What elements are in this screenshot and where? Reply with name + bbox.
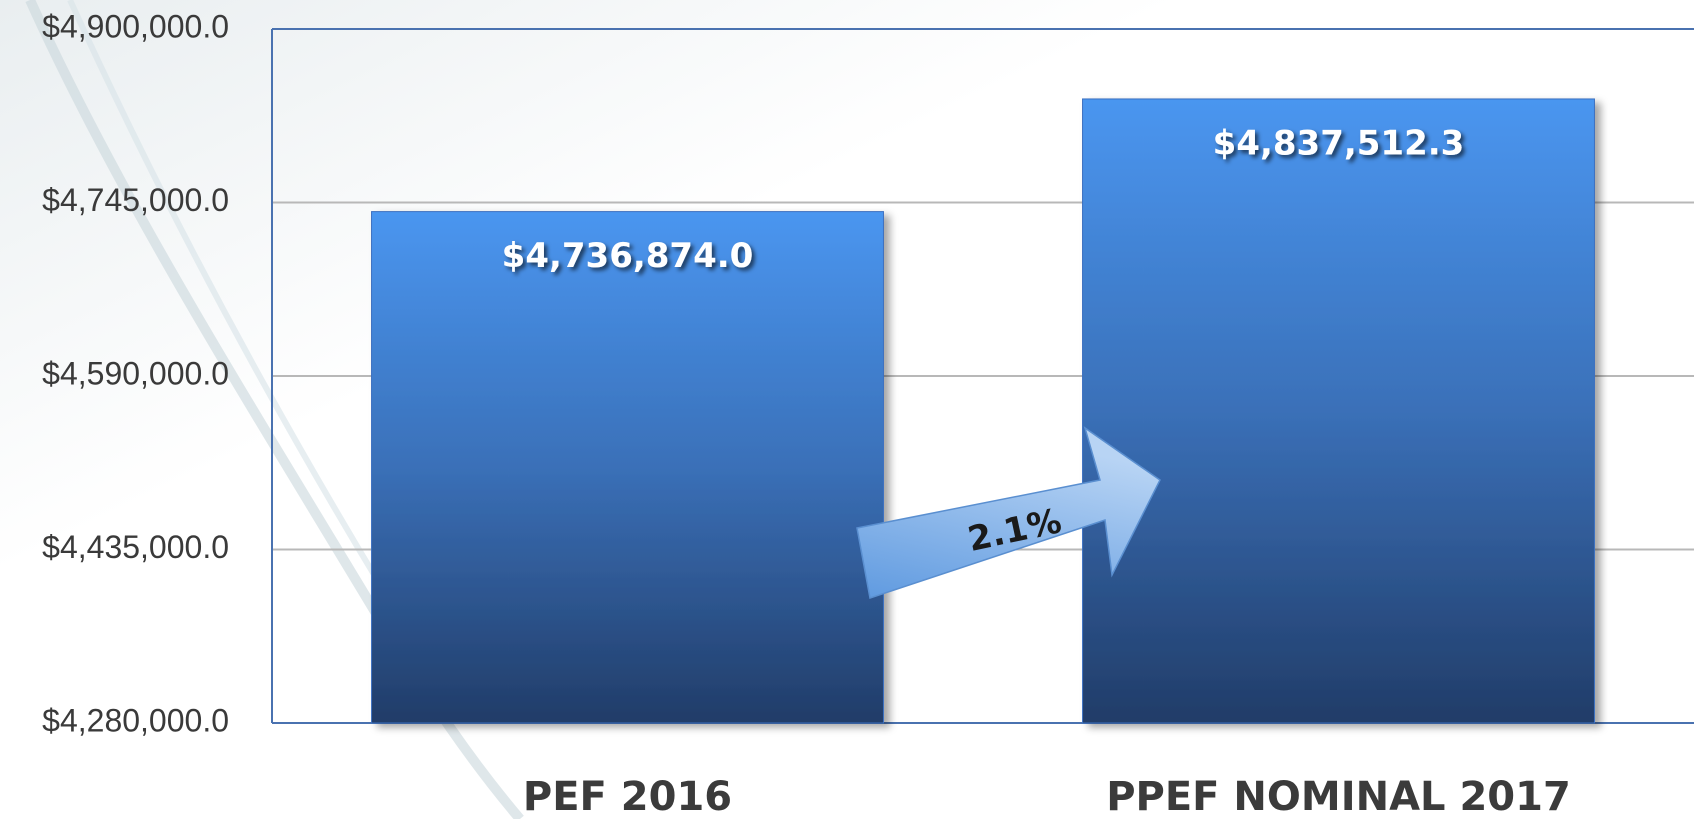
bar bbox=[1083, 99, 1595, 723]
value-label: $4,837,512.3 bbox=[1213, 123, 1465, 163]
bar bbox=[372, 212, 884, 723]
y-tick-label: $4,900,000.0 bbox=[42, 8, 229, 44]
value-label: $4,736,874.0 bbox=[502, 236, 754, 276]
y-tick-label: $4,280,000.0 bbox=[42, 702, 229, 738]
x-tick-label: PPEF NOMINAL 2017 bbox=[1106, 774, 1571, 819]
y-tick-label: $4,590,000.0 bbox=[42, 355, 229, 391]
y-tick-label: $4,745,000.0 bbox=[42, 182, 229, 218]
y-tick-label: $4,435,000.0 bbox=[42, 529, 229, 565]
chart: $4,280,000.0 $4,435,000.0 $4,590,000.0 $4,7… bbox=[0, 0, 1694, 819]
x-tick-label: PEF 2016 bbox=[523, 774, 732, 819]
